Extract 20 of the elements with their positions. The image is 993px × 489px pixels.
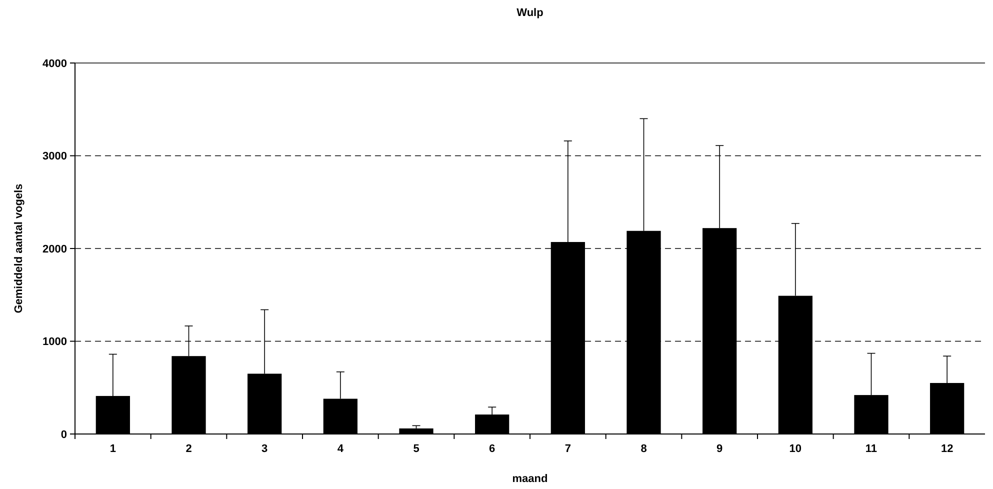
- x-tick-label: 9: [716, 443, 723, 455]
- x-tick-label: 10: [789, 443, 802, 455]
- y-tick-label: 3000: [42, 150, 67, 163]
- x-tick-label: 6: [489, 443, 496, 455]
- x-tick-label: 2: [186, 443, 192, 455]
- y-tick-label: 0: [60, 428, 67, 441]
- x-tick-label: 11: [865, 443, 878, 455]
- x-tick-label: 1: [110, 443, 116, 455]
- x-tick-label: 4: [337, 443, 344, 455]
- y-tick-label: 2000: [42, 243, 67, 256]
- chart-title: Wulp: [516, 7, 544, 19]
- x-tick-label: 12: [940, 443, 954, 455]
- x-tick-label: 8: [640, 443, 647, 455]
- x-tick-label: 7: [564, 443, 571, 455]
- x-tick-label: 3: [262, 443, 268, 455]
- y-axis-title: Gemiddeld aantal vogels: [13, 184, 25, 314]
- x-tick-label: 5: [413, 443, 420, 455]
- y-tick-label: 1000: [42, 336, 67, 348]
- x-axis-title: maand: [512, 473, 548, 485]
- y-tick-label: 4000: [42, 58, 67, 70]
